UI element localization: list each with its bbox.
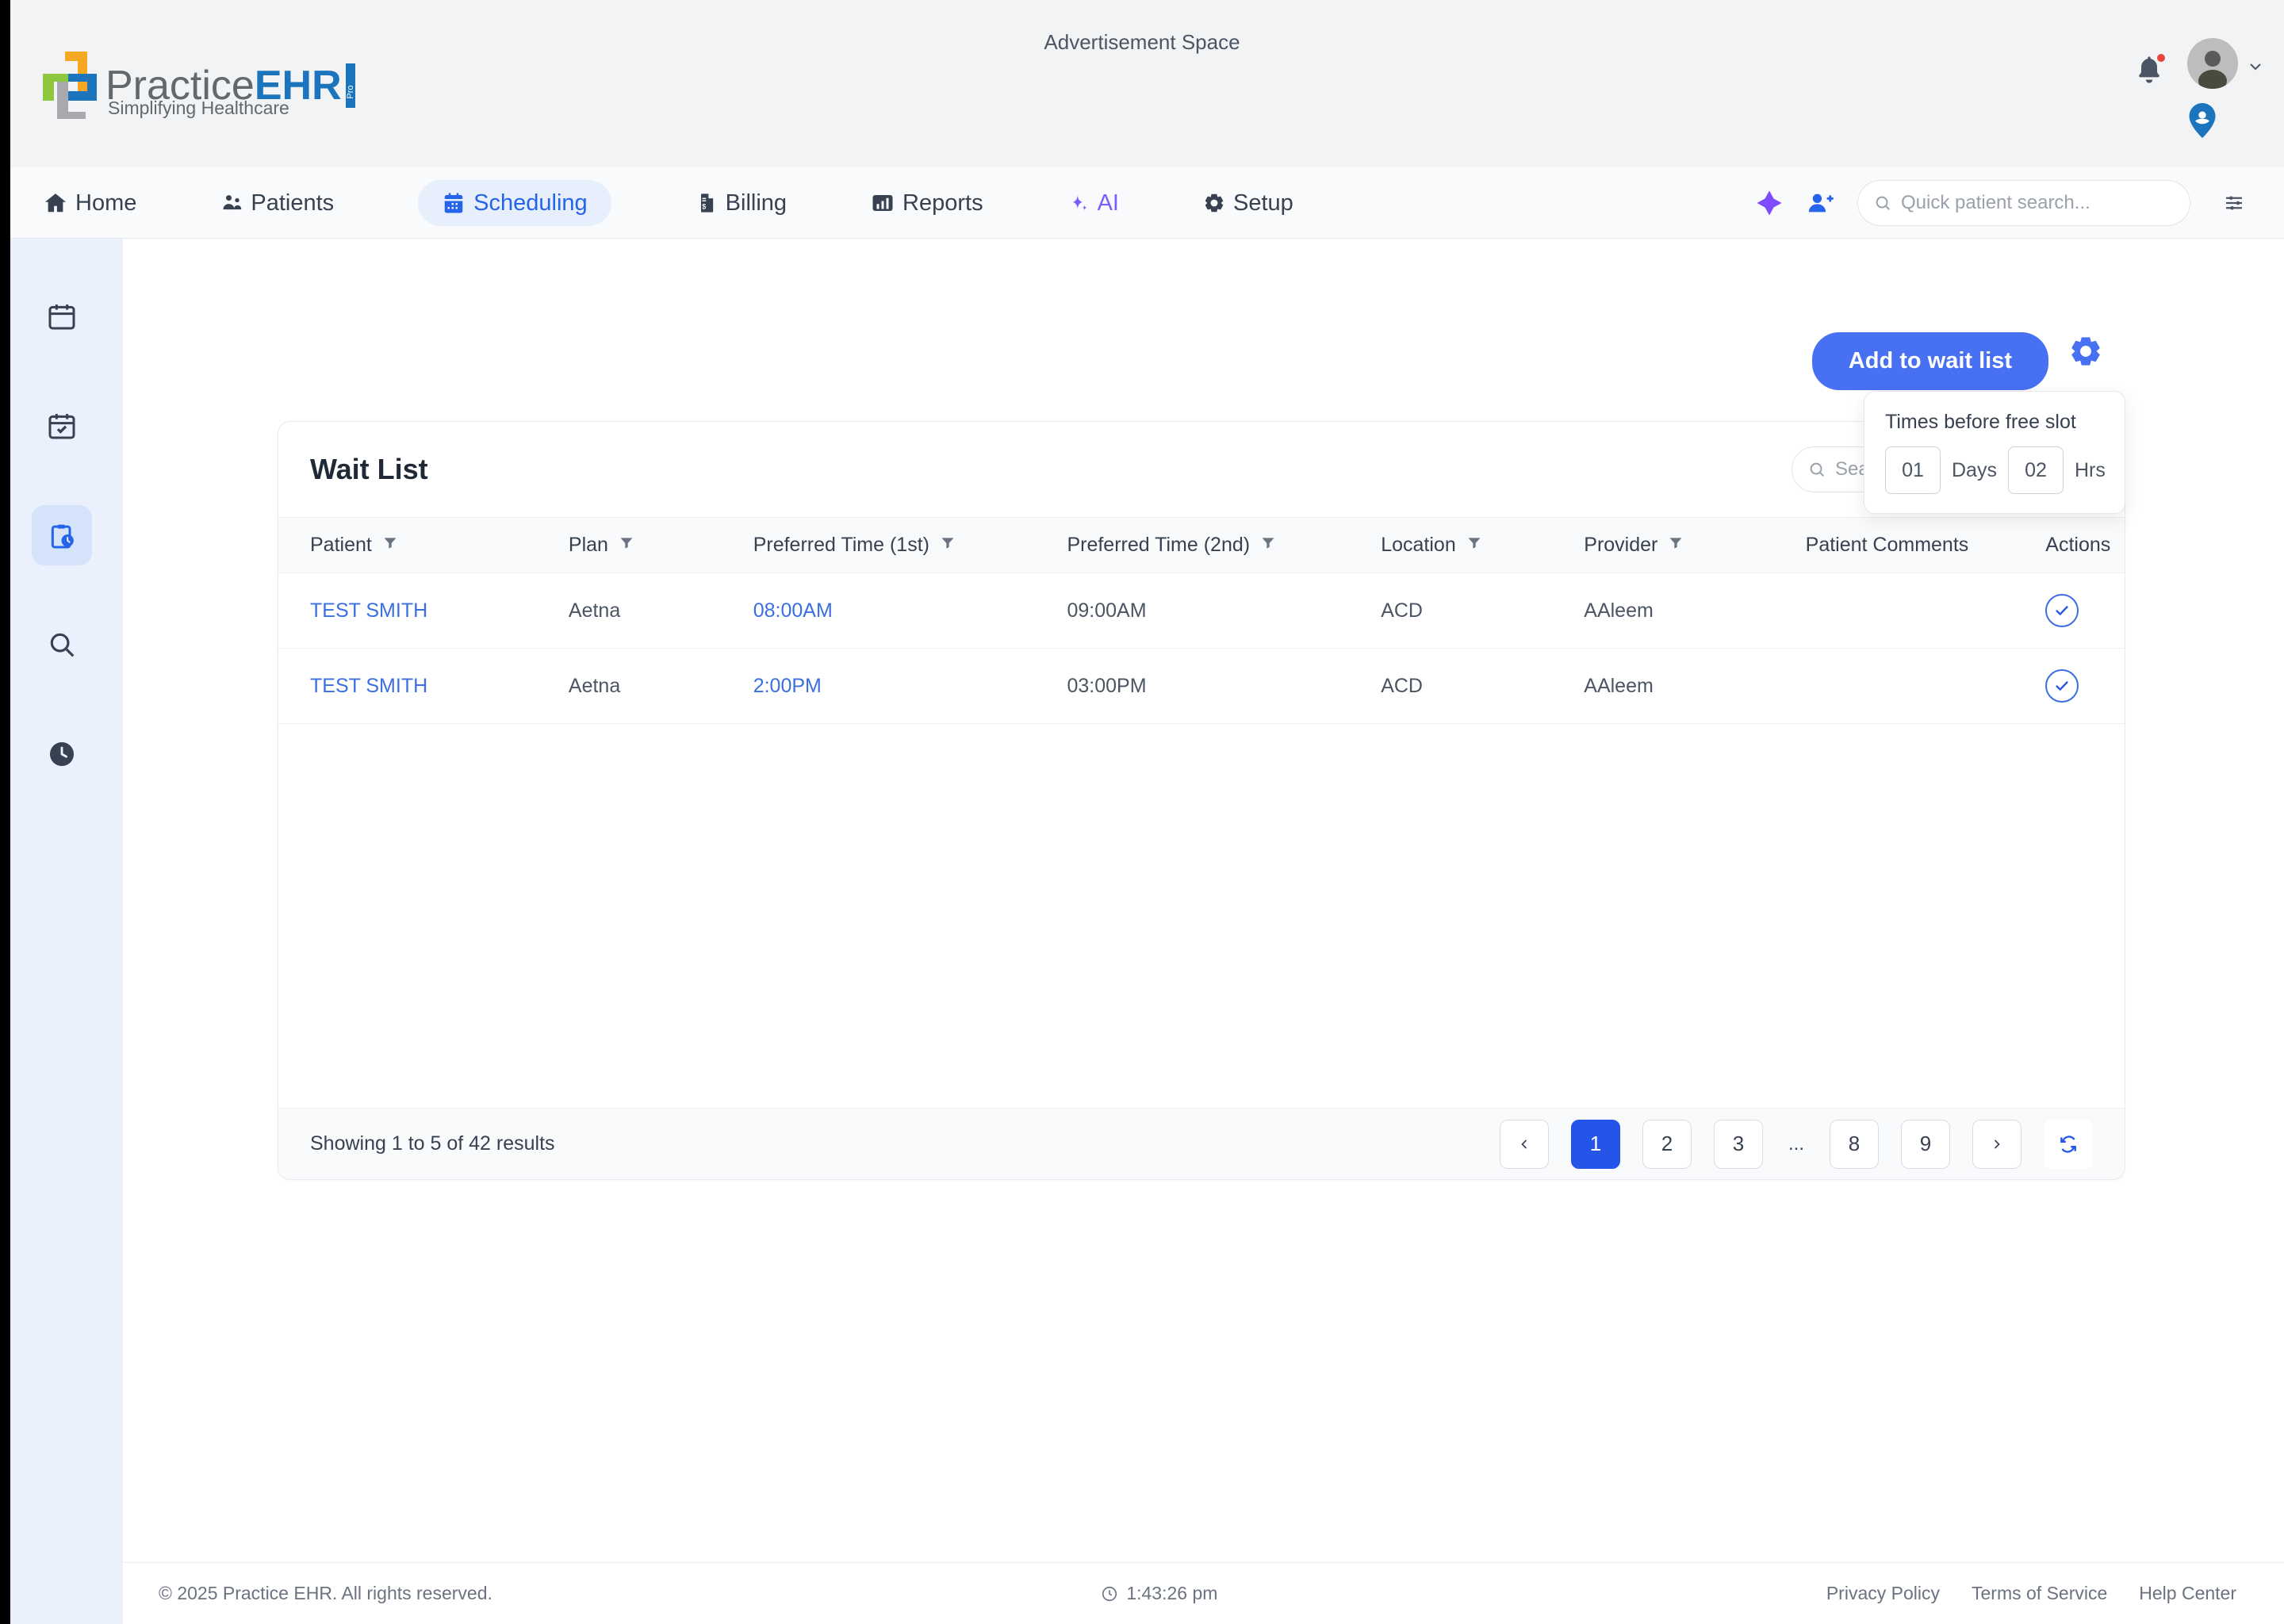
svg-text:Simplifying Healthcare: Simplifying Healthcare (108, 98, 289, 118)
svg-text:$: $ (702, 202, 706, 210)
svg-text:Pro: Pro (346, 85, 355, 98)
